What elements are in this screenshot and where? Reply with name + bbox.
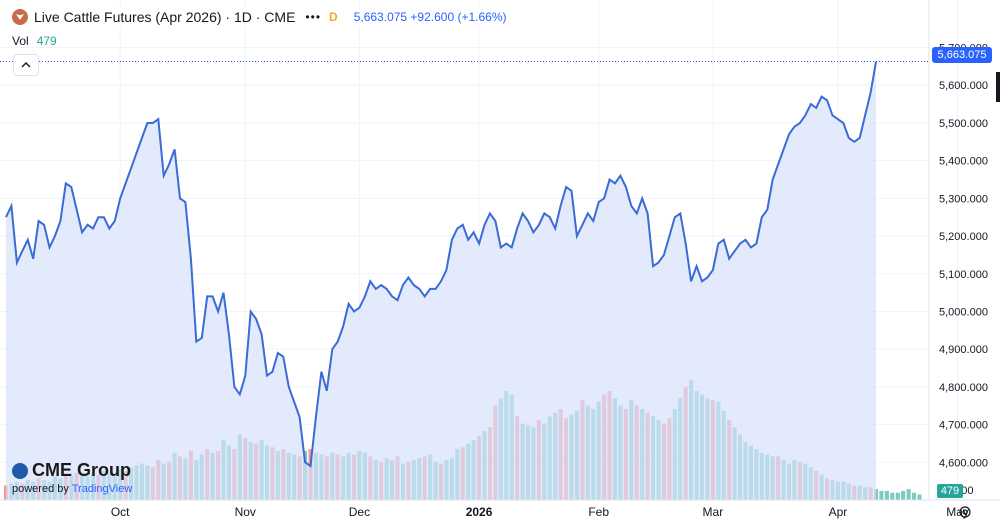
x-tick-label: Dec [349, 505, 370, 519]
last-volume-tag: 479 [937, 484, 963, 498]
y-tick-label: 5,300.000 [939, 193, 988, 205]
y-tick-label: 5,000.000 [939, 306, 988, 318]
volume-bar [890, 492, 895, 500]
y-tick-label: 5,500.000 [939, 118, 988, 130]
x-tick-label: 2026 [466, 505, 493, 519]
x-tick-label: Mar [703, 505, 724, 519]
x-tick-label: Feb [588, 505, 609, 519]
y-tick-label: 4,800.000 [939, 382, 988, 394]
y-tick-label: 5,100.000 [939, 269, 988, 281]
settings-icon[interactable] [958, 505, 972, 519]
price-area-fill [6, 61, 876, 500]
volume-bar [912, 492, 917, 500]
volume-value: 479 [36, 34, 57, 48]
x-tick-label: Oct [111, 505, 130, 519]
powered-by[interactable]: powered by TradingView [12, 483, 132, 495]
y-tick-label: 5,200.000 [939, 231, 988, 243]
volume-bar [901, 490, 906, 500]
delayed-badge[interactable]: D [329, 10, 338, 24]
tradingview-link[interactable]: TradingView [71, 483, 133, 495]
volume-label: Vol [12, 34, 29, 48]
symbol-legend[interactable]: Live Cattle Futures (Apr 2026) · 1D · CM… [8, 7, 511, 27]
more-options-icon[interactable]: ••• [305, 10, 322, 24]
y-tick-label: 5,600.000 [939, 80, 988, 92]
volume-bar [895, 492, 900, 500]
volume-legend[interactable]: Vol 479 [12, 34, 57, 48]
brand-name: CME Group [32, 460, 131, 480]
y-tick-label: 4,900.000 [939, 344, 988, 356]
powered-prefix: powered by [12, 483, 69, 495]
cme-logo: CME Group [12, 460, 132, 481]
symbol-title[interactable]: Live Cattle Futures (Apr 2026) · 1D · CM… [34, 9, 296, 25]
chevron-up-icon [21, 62, 31, 68]
collapse-legend-button[interactable] [13, 54, 39, 76]
price-axis[interactable]: 4,600.000 4,700.000 4,800.000 4,900.000 5,00… [939, 43, 988, 497]
x-tick-label: Apr [829, 505, 848, 519]
last-price-tag: 5,663.075 [932, 47, 992, 63]
y-tick-label: 4,700.000 [939, 420, 988, 432]
price-line [5, 61, 877, 468]
y-tick-label: 4,600.000 [939, 457, 988, 469]
volume-bar [884, 490, 889, 500]
volume-bar [906, 489, 911, 500]
cattle-icon [12, 9, 28, 25]
x-tick-label: May [946, 505, 969, 519]
price-change: 5,663.075 +92.600 (+1.66%) [353, 10, 507, 24]
time-axis[interactable]: Oct Nov Dec 2026 Feb Mar Apr May [111, 505, 969, 519]
x-tick-label: Nov [235, 505, 256, 519]
y-tick-label: 5,400.000 [939, 156, 988, 168]
globe-icon [12, 462, 28, 479]
scroll-indicator[interactable] [996, 72, 1000, 102]
volume-bar [917, 494, 922, 500]
volume-bar [879, 490, 884, 500]
brand-logo[interactable]: CME Group powered by TradingView [12, 460, 132, 495]
